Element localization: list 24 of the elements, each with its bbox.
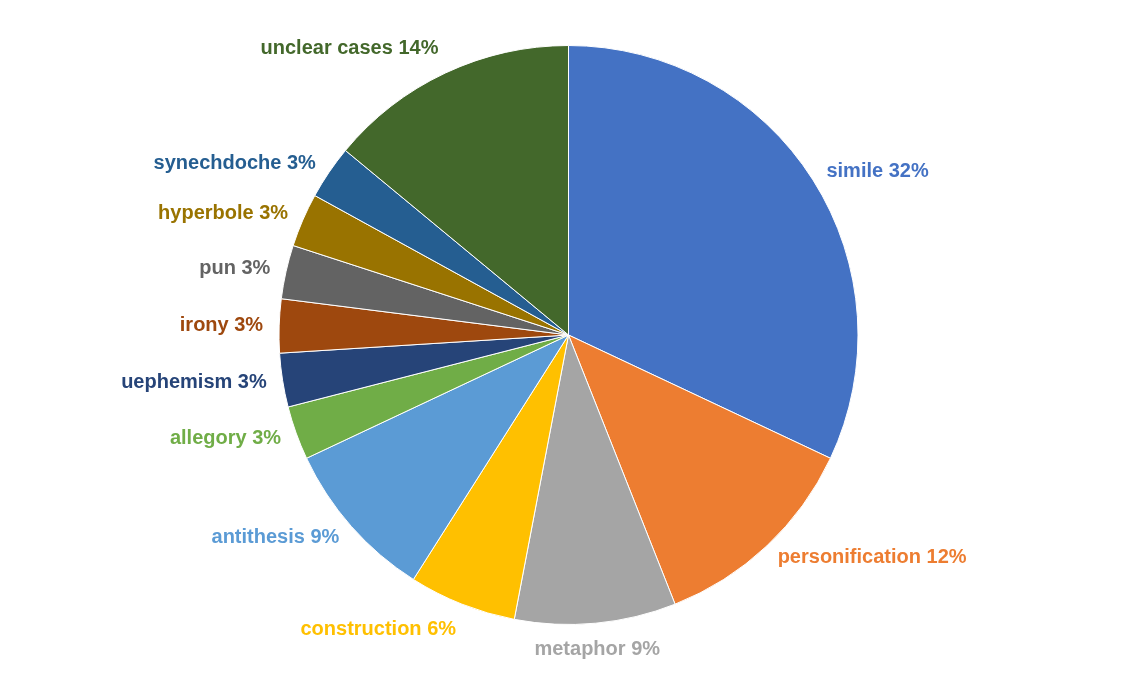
slice-label: uephemism xyxy=(121,370,233,393)
slice-label: unclear cases xyxy=(260,36,393,59)
data-label: 14% xyxy=(398,36,439,59)
data-label: 3% xyxy=(252,426,282,448)
slice-label: metaphor xyxy=(534,636,626,659)
slice-label: simile xyxy=(826,158,884,181)
data-label: 9% xyxy=(631,636,661,659)
data-label: 9% xyxy=(310,524,340,547)
slice-label: hyperbole xyxy=(158,201,254,224)
data-label: 6% xyxy=(427,616,457,639)
slice-label: personification xyxy=(777,545,921,568)
slice-label: synechdoche xyxy=(153,150,282,173)
data-label: 12% xyxy=(926,545,967,568)
data-label: 3% xyxy=(234,312,264,335)
slice-label: allegory xyxy=(169,426,248,448)
slice-label: antithesis xyxy=(211,524,305,547)
data-label: 3% xyxy=(259,201,289,224)
data-label: 3% xyxy=(286,150,317,173)
slice-label: construction xyxy=(300,616,422,639)
data-label: 32% xyxy=(888,158,929,181)
data-label: 3% xyxy=(241,255,271,278)
data-label: 3% xyxy=(237,370,267,393)
slice-label: pun xyxy=(199,255,236,278)
slice-label: irony xyxy=(179,312,230,335)
